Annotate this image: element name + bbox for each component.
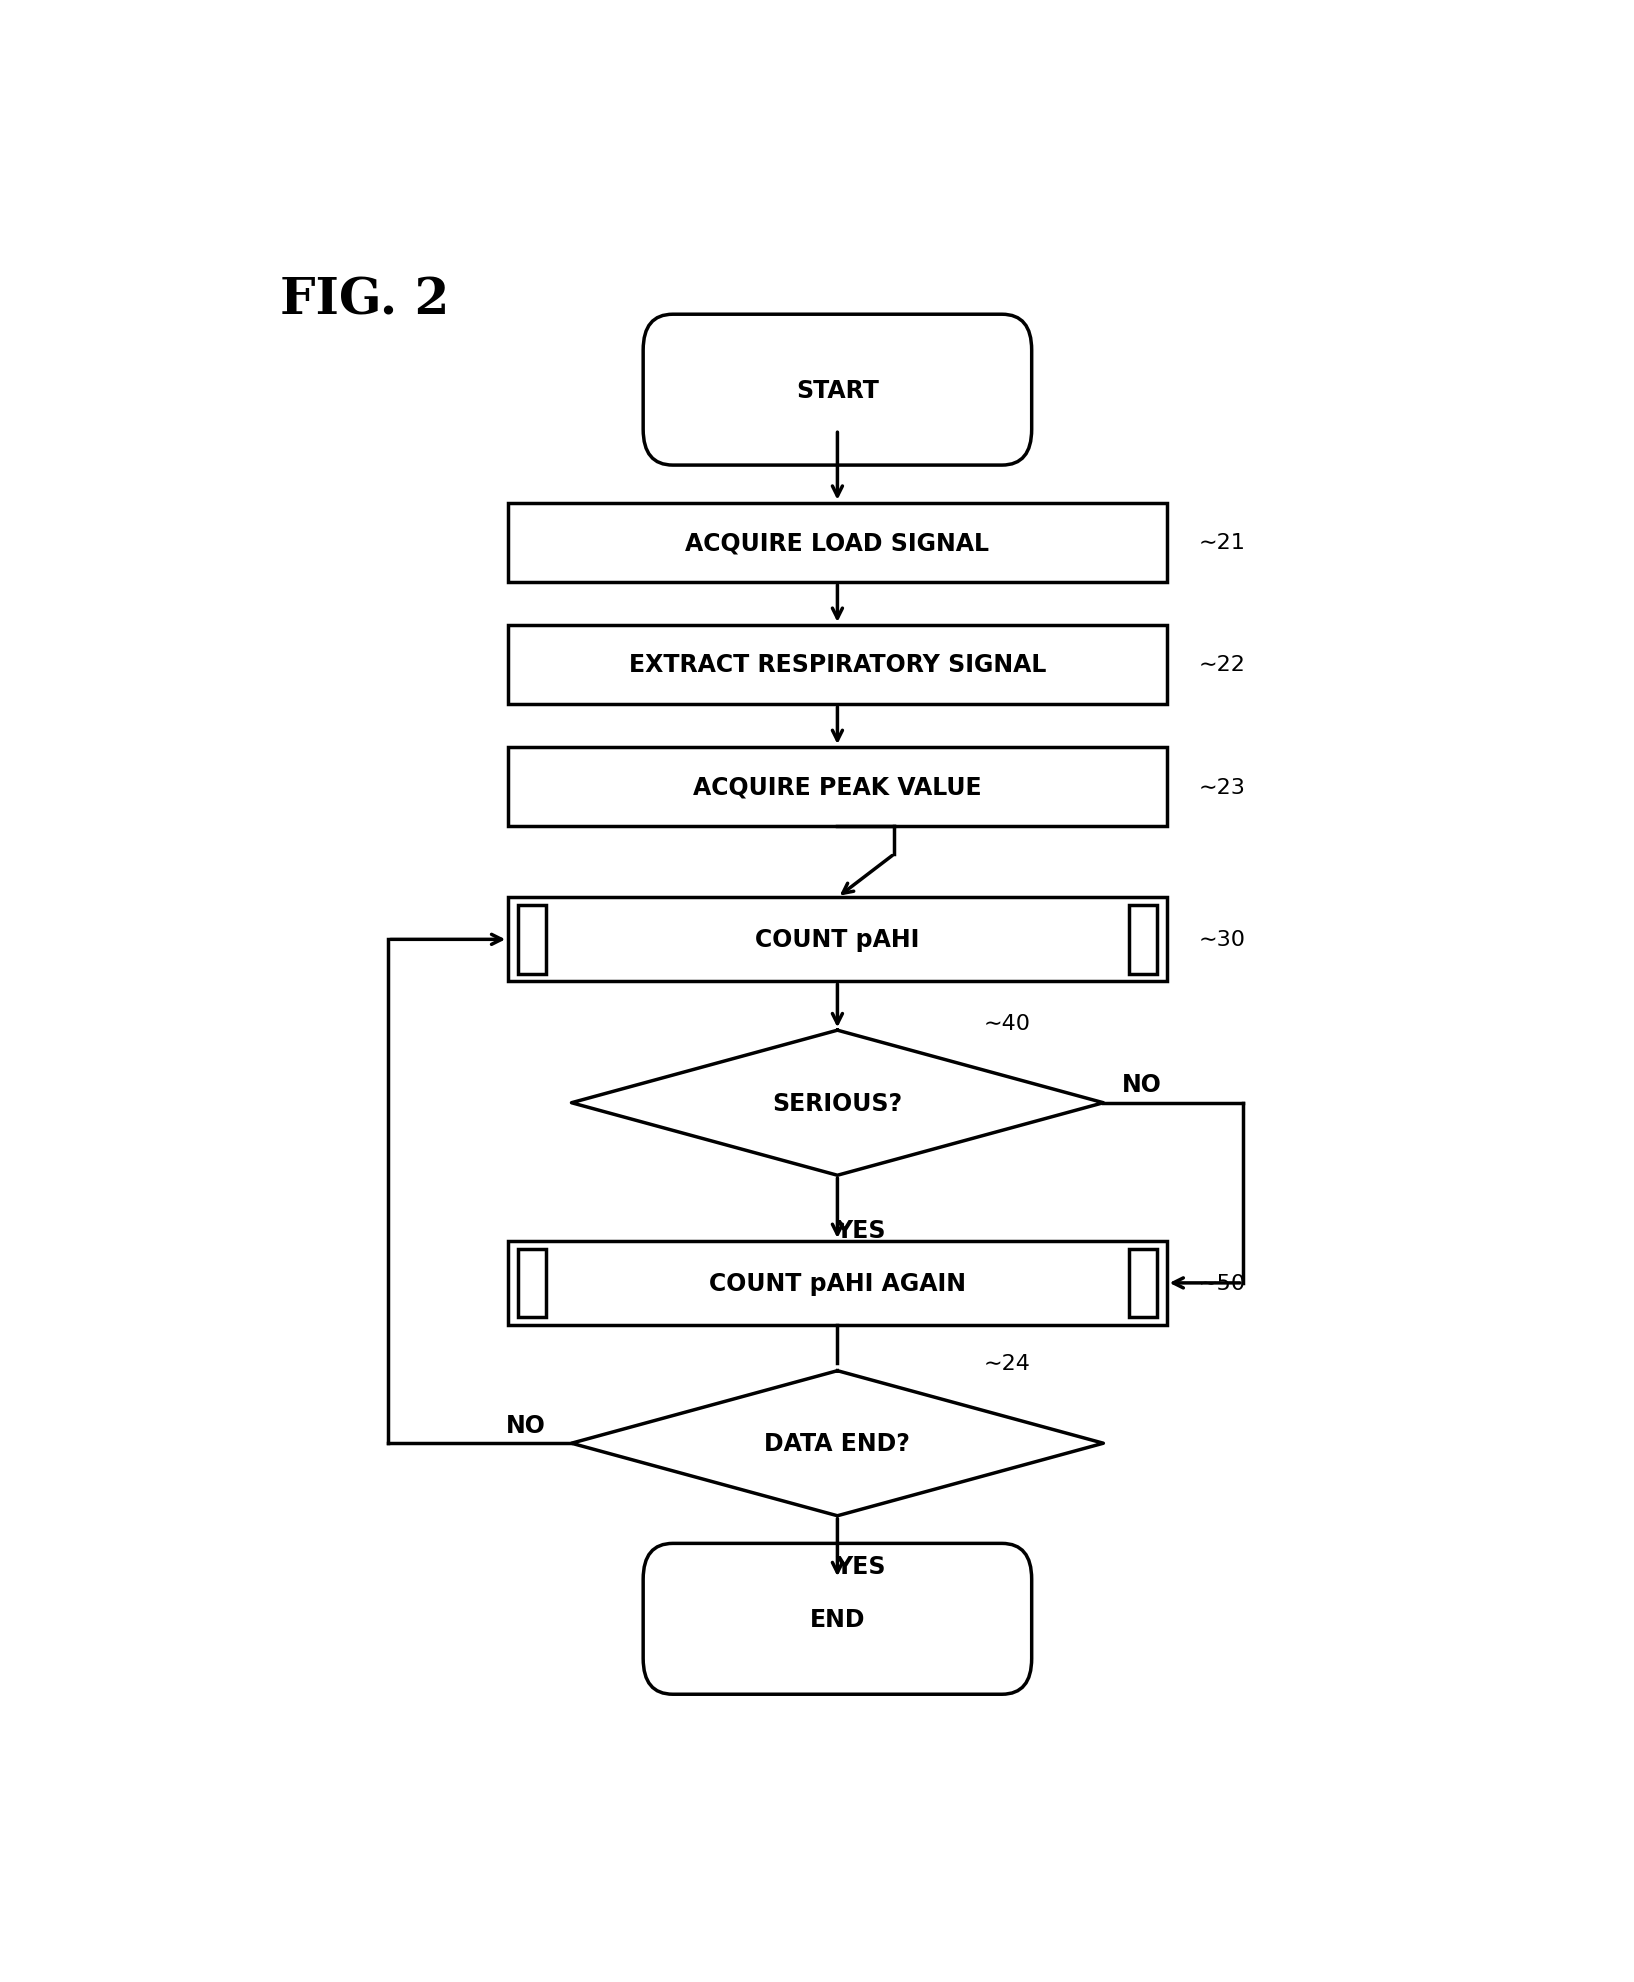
Text: END: END bbox=[810, 1607, 864, 1631]
Bar bbox=[508, 747, 1167, 826]
Text: NO: NO bbox=[1123, 1072, 1162, 1096]
Text: EXTRACT RESPIRATORY SIGNAL: EXTRACT RESPIRATORY SIGNAL bbox=[629, 654, 1046, 678]
Text: ∼40: ∼40 bbox=[984, 1013, 1031, 1033]
Text: ∼30: ∼30 bbox=[1198, 930, 1245, 949]
Text: ∼24: ∼24 bbox=[984, 1354, 1031, 1374]
Bar bbox=[508, 898, 1167, 981]
Text: ∼23: ∼23 bbox=[1198, 777, 1245, 797]
Bar bbox=[508, 503, 1167, 583]
Bar bbox=[1129, 1249, 1157, 1318]
Bar bbox=[508, 626, 1167, 706]
Text: YES: YES bbox=[835, 1219, 886, 1243]
Text: ∼22: ∼22 bbox=[1198, 656, 1245, 676]
Text: NO: NO bbox=[507, 1413, 546, 1437]
Text: ∼50: ∼50 bbox=[1198, 1272, 1245, 1292]
Bar bbox=[508, 1241, 1167, 1326]
Text: START: START bbox=[796, 379, 879, 402]
Text: COUNT pAHI AGAIN: COUNT pAHI AGAIN bbox=[709, 1270, 966, 1296]
Text: ACQUIRE PEAK VALUE: ACQUIRE PEAK VALUE bbox=[693, 775, 982, 799]
Bar bbox=[1129, 906, 1157, 975]
Text: SERIOUS?: SERIOUS? bbox=[773, 1092, 902, 1116]
Bar bbox=[518, 1249, 546, 1318]
Text: COUNT pAHI: COUNT pAHI bbox=[755, 928, 920, 951]
Bar bbox=[518, 906, 546, 975]
Text: ACQUIRE LOAD SIGNAL: ACQUIRE LOAD SIGNAL bbox=[685, 531, 990, 555]
Text: DATA END?: DATA END? bbox=[765, 1431, 910, 1455]
Text: YES: YES bbox=[835, 1554, 886, 1578]
Text: ∼21: ∼21 bbox=[1198, 533, 1245, 553]
Text: FIG. 2: FIG. 2 bbox=[281, 275, 449, 325]
